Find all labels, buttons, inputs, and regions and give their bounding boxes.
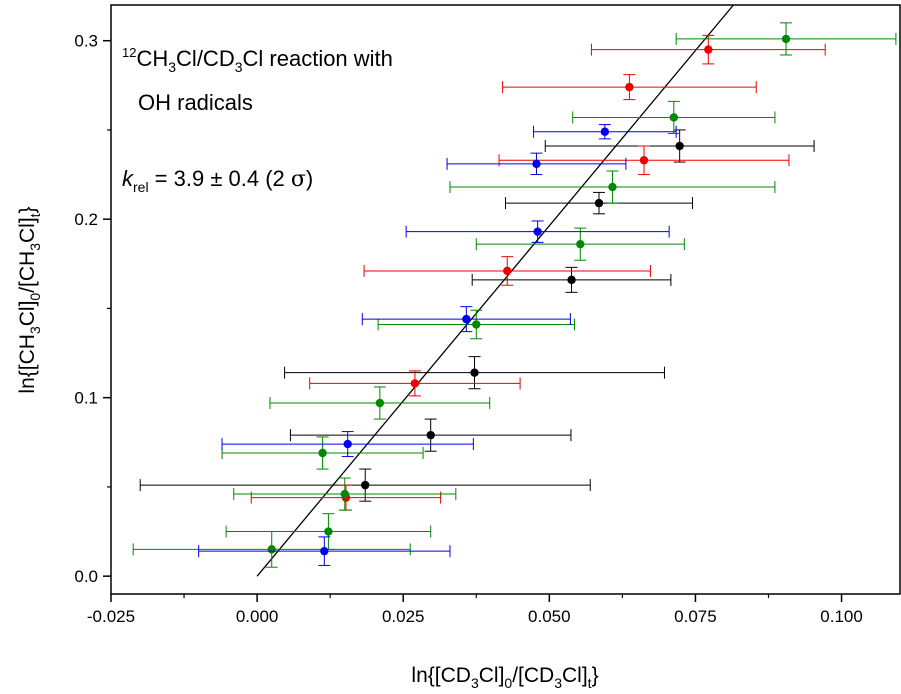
data-point bbox=[284, 356, 665, 390]
data-point bbox=[449, 170, 776, 204]
data-marker bbox=[426, 430, 435, 440]
annotation-line-2: OH radicals bbox=[138, 90, 253, 115]
data-marker bbox=[320, 546, 329, 556]
data-point bbox=[132, 531, 411, 568]
x-tick-label: -0.025 bbox=[87, 607, 135, 626]
data-point bbox=[544, 129, 815, 163]
data-marker bbox=[567, 275, 576, 285]
data-marker bbox=[343, 439, 352, 449]
data-point bbox=[361, 306, 571, 333]
y-tick-label: 0.1 bbox=[74, 389, 98, 408]
data-point bbox=[233, 477, 457, 511]
fit-line bbox=[256, 5, 734, 577]
y-tick-label: 0.0 bbox=[74, 567, 98, 586]
data-point bbox=[572, 100, 776, 135]
data-point bbox=[446, 152, 627, 176]
data-marker bbox=[340, 489, 349, 499]
data-marker bbox=[361, 480, 370, 490]
data-point bbox=[221, 436, 424, 470]
data-point bbox=[198, 536, 451, 566]
data-point bbox=[471, 266, 672, 293]
data-point bbox=[502, 74, 757, 101]
data-marker bbox=[532, 159, 541, 169]
data-point bbox=[377, 309, 575, 340]
data-marker bbox=[503, 266, 512, 276]
data-point bbox=[309, 370, 521, 397]
x-tick-label: 0.100 bbox=[820, 607, 863, 626]
annotation-rate-constant: krel = 3.9 ± 0.4 (2 σ) bbox=[122, 166, 313, 195]
plot-frame bbox=[110, 4, 901, 595]
data-marker bbox=[533, 227, 542, 236]
data-marker bbox=[318, 448, 327, 458]
data-marker bbox=[625, 82, 634, 92]
x-tick-label: 0.050 bbox=[528, 607, 571, 626]
data-point bbox=[505, 191, 694, 215]
data-marker bbox=[639, 156, 649, 165]
chart-marks bbox=[132, 5, 897, 577]
y-tick-label: 0.3 bbox=[74, 32, 98, 51]
data-point bbox=[475, 227, 685, 261]
data-marker bbox=[462, 314, 471, 324]
annotation-line-1: 12CH3Cl/CD3Cl reaction with bbox=[122, 45, 393, 75]
x-tick-label: 0.025 bbox=[382, 607, 425, 626]
axis-ticks: -0.025 0.000 0.025 0.050 0.075 0.100 0.0 0.1 0.2… bbox=[74, 32, 862, 626]
data-marker bbox=[600, 127, 610, 136]
data-marker bbox=[472, 320, 481, 329]
data-point bbox=[405, 220, 670, 243]
data-marker bbox=[704, 45, 713, 54]
data-marker bbox=[594, 198, 604, 208]
data-point bbox=[363, 256, 651, 286]
data-point bbox=[225, 513, 432, 550]
data-marker bbox=[576, 239, 585, 249]
data-marker bbox=[608, 182, 617, 192]
data-point bbox=[221, 431, 474, 458]
data-marker bbox=[267, 545, 276, 554]
data-marker bbox=[470, 368, 479, 377]
data-marker bbox=[375, 398, 385, 408]
data-point bbox=[675, 22, 897, 56]
data-marker bbox=[410, 379, 420, 388]
data-marker bbox=[675, 141, 684, 151]
x-tick-label: 0.075 bbox=[674, 607, 717, 626]
data-point bbox=[269, 386, 491, 420]
y-tick-label: 0.2 bbox=[74, 210, 98, 229]
y-axis-label: ln{[CH3Cl]0/[CH3Cl]t} bbox=[16, 206, 43, 393]
data-point bbox=[533, 124, 677, 140]
x-axis-label: ln{[CD3Cl]0/[CD3Cl]t} bbox=[411, 664, 598, 691]
data-marker bbox=[781, 34, 791, 44]
data-marker bbox=[669, 113, 679, 122]
data-marker bbox=[324, 527, 333, 536]
x-tick-label: 0.000 bbox=[236, 607, 279, 626]
data-point bbox=[289, 418, 572, 452]
data-point bbox=[498, 145, 790, 176]
data-point bbox=[139, 468, 591, 502]
